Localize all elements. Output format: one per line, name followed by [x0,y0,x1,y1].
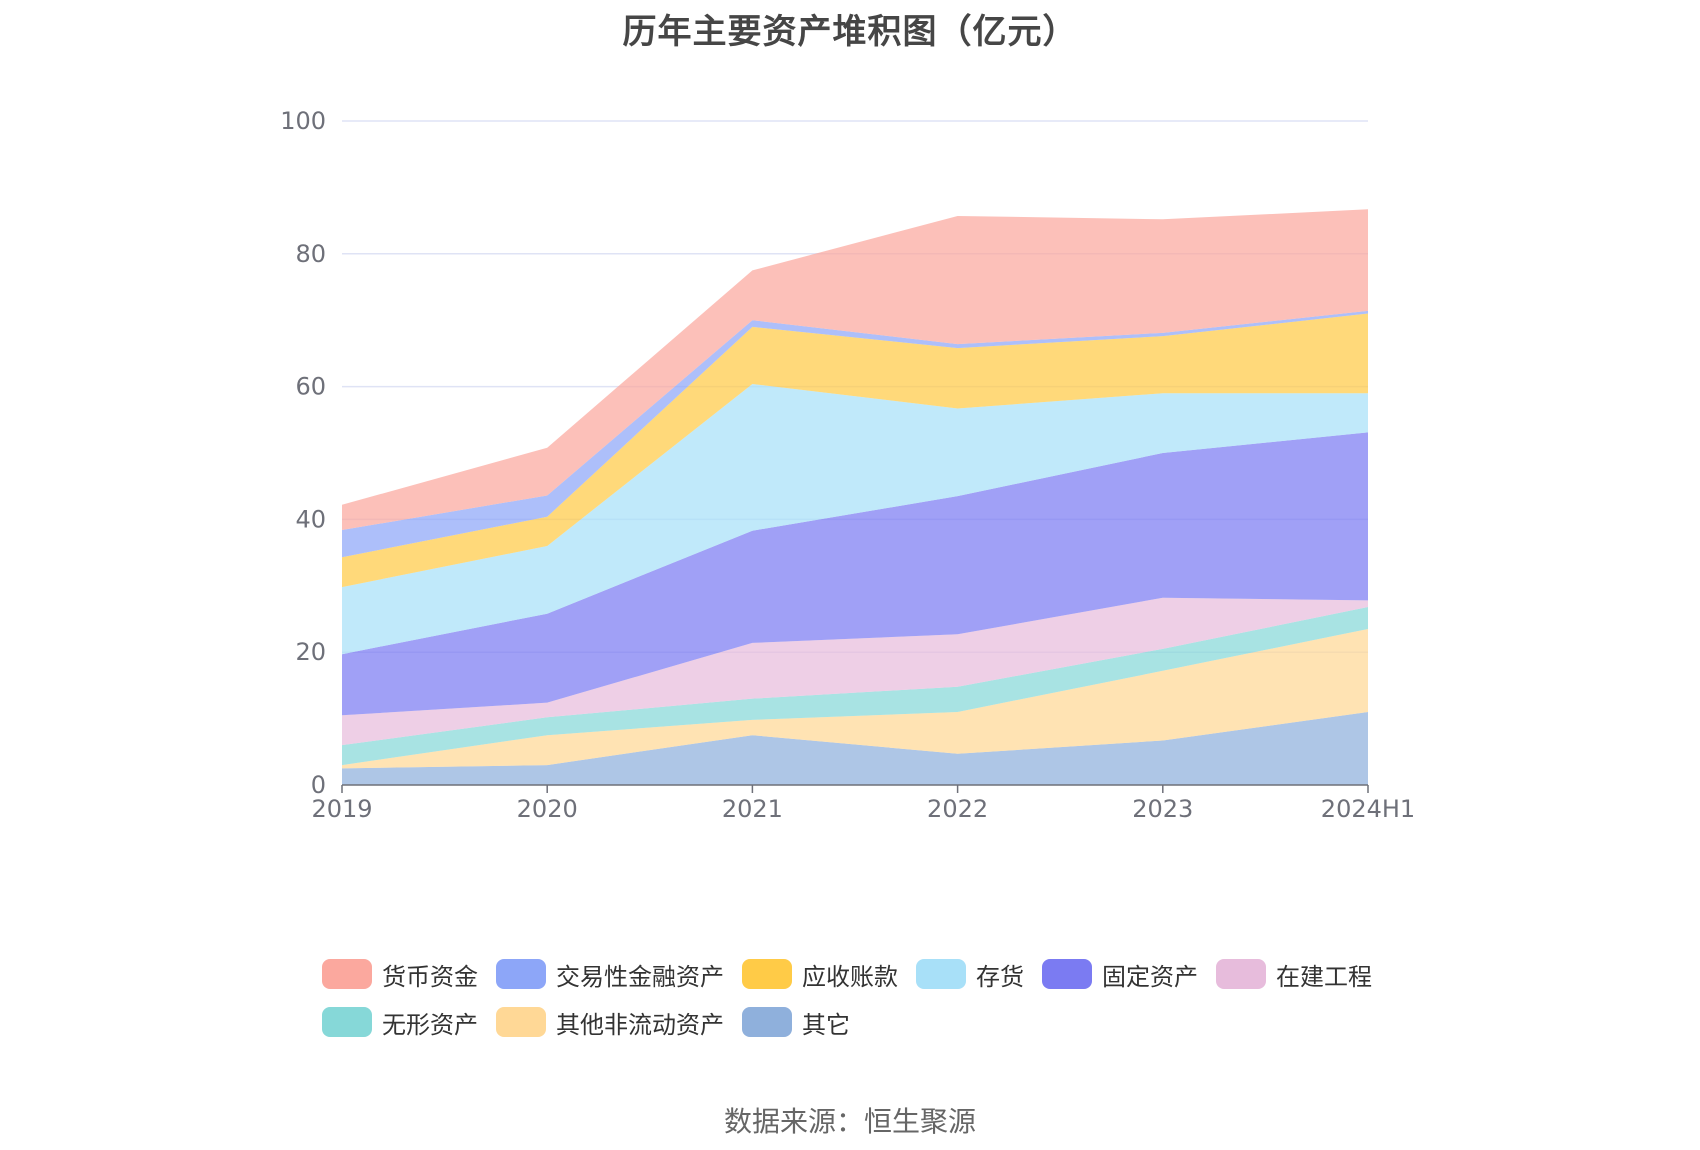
legend-item[interactable]: 其它 [742,1005,850,1040]
legend-label: 应收账款 [802,957,898,992]
legend-item[interactable]: 存货 [916,957,1024,992]
data-source: 数据来源：恒生聚源 [0,1100,1700,1140]
legend-item[interactable]: 在建工程 [1216,957,1372,992]
legend-item[interactable]: 货币资金 [322,957,478,992]
y-tick-label: 80 [295,240,326,268]
x-tick-label: 2024H1 [1321,795,1415,823]
legend-item[interactable]: 应收账款 [742,957,898,992]
legend: 货币资金 交易性金融资产 应收账款 存货 固定资产 在建工程 无形资产 其他非流动资产 其它 [322,950,1442,1046]
legend-swatch [322,1007,372,1037]
legend-label: 货币资金 [382,957,478,992]
legend-item[interactable]: 其他非流动资产 [496,1005,724,1040]
legend-swatch [1042,959,1092,989]
y-tick-label: 100 [280,107,326,135]
legend-swatch [1216,959,1266,989]
legend-label: 其它 [802,1005,850,1040]
legend-item[interactable]: 固定资产 [1042,957,1198,992]
axes [342,785,1368,793]
legend-item[interactable]: 交易性金融资产 [496,957,724,992]
x-tick-label: 2022 [927,795,988,823]
legend-swatch [322,959,372,989]
legend-label: 固定资产 [1102,957,1198,992]
legend-label: 在建工程 [1276,957,1372,992]
x-tick-label: 2023 [1132,795,1193,823]
legend-swatch [742,959,792,989]
legend-swatch [496,959,546,989]
x-tick-label: 2019 [311,795,372,823]
legend-swatch [742,1007,792,1037]
y-tick-label: 60 [295,373,326,401]
legend-item[interactable]: 无形资产 [322,1005,478,1040]
legend-swatch [916,959,966,989]
legend-label: 其他非流动资产 [556,1005,724,1040]
legend-row: 货币资金 交易性金融资产 应收账款 存货 固定资产 在建工程 [322,950,1442,998]
legend-swatch [496,1007,546,1037]
x-tick-label: 2020 [517,795,578,823]
area-series [342,209,1368,785]
legend-row: 无形资产 其他非流动资产 其它 [322,998,1442,1046]
x-tick-label: 2021 [722,795,783,823]
y-tick-label: 40 [295,505,326,533]
y-tick-label: 20 [295,638,326,666]
legend-label: 存货 [976,957,1024,992]
legend-label: 无形资产 [382,1005,478,1040]
legend-label: 交易性金融资产 [556,957,724,992]
